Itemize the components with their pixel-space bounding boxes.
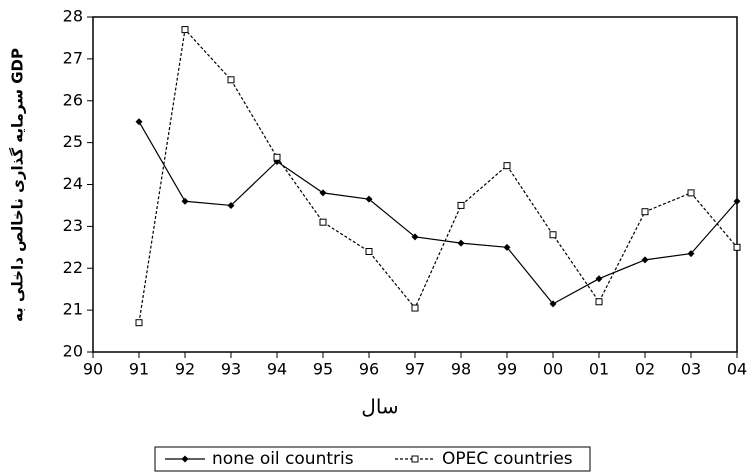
- x-tick-label: 94: [267, 360, 287, 379]
- x-tick-label: 00: [543, 360, 563, 379]
- point: [687, 250, 695, 258]
- point: [687, 189, 695, 197]
- point: [227, 76, 235, 84]
- point: [641, 256, 649, 264]
- x-tick-label: 03: [681, 360, 701, 379]
- series-line: [138, 28, 738, 323]
- point: [411, 455, 419, 463]
- point: [365, 248, 373, 255]
- point: [549, 300, 557, 308]
- x-tick-label: 91: [129, 360, 149, 379]
- point: [319, 218, 327, 226]
- point: [503, 243, 511, 251]
- point: [457, 201, 465, 209]
- y-tick-label: 23: [63, 216, 83, 235]
- point: [411, 304, 419, 312]
- point: [181, 197, 189, 205]
- y-tick-label: 22: [63, 258, 83, 277]
- legend-box: [154, 446, 591, 472]
- x-tick-label: 01: [589, 360, 609, 379]
- point: [273, 153, 281, 161]
- y-tick-label: 27: [63, 48, 83, 67]
- series-line: [138, 121, 738, 305]
- point: [641, 208, 649, 216]
- point: [227, 201, 235, 209]
- point: [733, 197, 741, 205]
- point: [733, 243, 741, 251]
- point: [181, 455, 189, 463]
- x-tick-label: 99: [497, 360, 517, 379]
- point: [365, 195, 373, 203]
- y-tick-label: 26: [63, 90, 83, 109]
- legend-label: OPEC countries: [442, 449, 573, 469]
- point: [135, 319, 143, 327]
- x-tick-label: 92: [175, 360, 195, 379]
- x-tick-label: 97: [405, 360, 425, 379]
- y-tick-label: 21: [63, 300, 83, 319]
- y-tick-label: 25: [63, 132, 83, 151]
- point: [503, 162, 511, 170]
- point: [411, 233, 419, 241]
- point: [595, 298, 603, 306]
- point: [595, 275, 603, 283]
- x-tick-label: 98: [451, 360, 471, 379]
- point: [135, 118, 143, 126]
- y-tick-label: 28: [63, 7, 83, 26]
- x-axis-label: سال: [361, 395, 398, 419]
- point: [319, 189, 327, 197]
- x-tick-label: 93: [221, 360, 241, 379]
- point: [457, 239, 465, 247]
- y-tick-label: 24: [63, 174, 83, 193]
- point: [549, 231, 557, 239]
- legend-label: none oil countris: [212, 449, 354, 469]
- x-tick-label: 95: [313, 360, 333, 379]
- y-tick-label: 20: [63, 342, 83, 361]
- x-tick-label: 04: [727, 360, 747, 379]
- x-tick-label: 90: [83, 360, 103, 379]
- x-tick-label: 96: [359, 360, 379, 379]
- point: [181, 26, 189, 34]
- y-axis-label: سرمایه گذاری ناخالص داخلی به GDP: [9, 48, 27, 322]
- x-tick-label: 02: [635, 360, 655, 379]
- plot-frame: [92, 16, 738, 353]
